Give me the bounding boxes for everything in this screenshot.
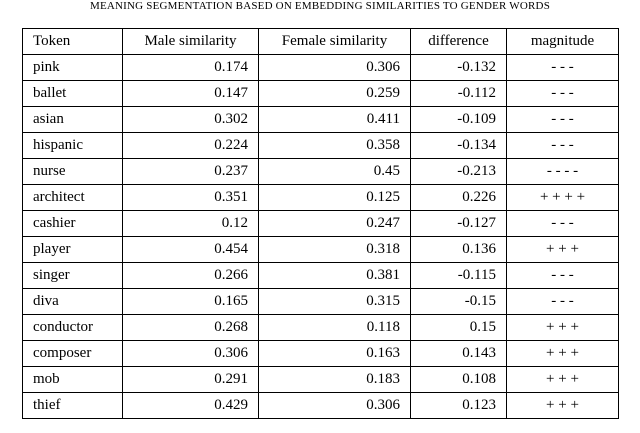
table-row: mob 0.291 0.183 0.108 + + + xyxy=(22,366,619,393)
table-cell: -0.132 xyxy=(410,54,507,81)
table-row: asian 0.302 0.411 -0.109- - - xyxy=(22,106,619,133)
table-cell: + + + xyxy=(506,340,619,367)
table-cell: -0.127 xyxy=(410,210,507,237)
table-cell: pink xyxy=(22,54,123,81)
table-cell: -0.112 xyxy=(410,80,507,107)
table: Token Male similarity Female similarity dif… xyxy=(22,28,619,419)
table-cell: 0.302 xyxy=(122,106,259,133)
table-cell: 0.123 xyxy=(410,392,507,419)
table-cell: 0.183 xyxy=(258,366,411,393)
table-cell: 0.315 xyxy=(258,288,411,315)
table-cell: 0.268 xyxy=(122,314,259,341)
table-cell: 0.429 xyxy=(122,392,259,419)
table-cell: asian xyxy=(22,106,123,133)
header-cell: Token xyxy=(22,28,123,55)
table-cell: - - - xyxy=(506,288,619,315)
table-cell: 0.358 xyxy=(258,132,411,159)
table-cell: 0.306 xyxy=(258,54,411,81)
table-cell: mob xyxy=(22,366,123,393)
table-cell: hispanic xyxy=(22,132,123,159)
table-cell: thief xyxy=(22,392,123,419)
table-cell: - - - xyxy=(506,106,619,133)
table-cell: - - - xyxy=(506,132,619,159)
table-cell: 0.291 xyxy=(122,366,259,393)
table-cell: 0.351 xyxy=(122,184,259,211)
table-row: pink 0.174 0.306 -0.132- - - xyxy=(22,54,619,81)
table-cell: nurse xyxy=(22,158,123,185)
table-cell: + + + xyxy=(506,366,619,393)
table-row: singer 0.266 0.381 -0.115- - - xyxy=(22,262,619,289)
table-body: pink 0.174 0.306 -0.132- - - ballet 0.147 0.25… xyxy=(22,54,619,419)
table-row: thief 0.429 0.306 0.123 + + + xyxy=(22,392,619,419)
table-row: ballet 0.147 0.259 -0.112- - - xyxy=(22,80,619,107)
table-cell: 0.259 xyxy=(258,80,411,107)
table-cell: 0.174 xyxy=(122,54,259,81)
table-cell: 0.15 xyxy=(410,314,507,341)
table-cell: -0.213 xyxy=(410,158,507,185)
table-row: player 0.454 0.318 0.136 + + + xyxy=(22,236,619,263)
table-cell: 0.125 xyxy=(258,184,411,211)
header-cell: Female similarity xyxy=(258,28,411,55)
table-cell: 0.163 xyxy=(258,340,411,367)
table-cell: 0.224 xyxy=(122,132,259,159)
header-cell: magnitude xyxy=(506,28,619,55)
table-cell: singer xyxy=(22,262,123,289)
table-cell: - - - xyxy=(506,54,619,81)
table-cell: player xyxy=(22,236,123,263)
table-cell: + + + xyxy=(506,392,619,419)
table-cell: 0.306 xyxy=(258,392,411,419)
table-cell: 0.108 xyxy=(410,366,507,393)
table-cell: 0.237 xyxy=(122,158,259,185)
table-cell: 0.165 xyxy=(122,288,259,315)
table-cell: + + + xyxy=(506,236,619,263)
table-cell: 0.306 xyxy=(122,340,259,367)
table-cell: 0.318 xyxy=(258,236,411,263)
table-row: conductor 0.268 0.118 0.15 + + + xyxy=(22,314,619,341)
table-cell: 0.454 xyxy=(122,236,259,263)
table-cell: 0.381 xyxy=(258,262,411,289)
header-row: Token Male similarity Female similarity dif… xyxy=(22,28,619,55)
table-cell: -0.15 xyxy=(410,288,507,315)
table-cell: - - - xyxy=(506,80,619,107)
table-cell: cashier xyxy=(22,210,123,237)
table-cell: 0.226 xyxy=(410,184,507,211)
table-row: hispanic 0.224 0.358 -0.134- - - xyxy=(22,132,619,159)
table-cell: - - - xyxy=(506,210,619,237)
caption: MEANING SEGMENTATION BASED ON EMBEDDING … xyxy=(89,0,551,12)
table-cell: + + + + xyxy=(506,184,619,211)
table-cell: architect xyxy=(22,184,123,211)
table-cell: 0.411 xyxy=(258,106,411,133)
table-cell: + + + xyxy=(506,314,619,341)
table-row: cashier 0.12 0.247 -0.127- - - xyxy=(22,210,619,237)
table-cell: conductor xyxy=(22,314,123,341)
table-row: architect 0.351 0.125 0.226 + + + + xyxy=(22,184,619,211)
table-cell: -0.134 xyxy=(410,132,507,159)
table-cell: -0.115 xyxy=(410,262,507,289)
table-cell: diva xyxy=(22,288,123,315)
table-cell: 0.118 xyxy=(258,314,411,341)
table-row: nurse 0.237 0.45 -0.213- - - - xyxy=(22,158,619,185)
table-cell: -0.109 xyxy=(410,106,507,133)
table-cell: 0.12 xyxy=(122,210,259,237)
table-cell: 0.136 xyxy=(410,236,507,263)
table-cell: 0.247 xyxy=(258,210,411,237)
table-cell: - - - - xyxy=(506,158,619,185)
table-row: diva 0.165 0.315 -0.15- - - xyxy=(22,288,619,315)
table-cell: 0.266 xyxy=(122,262,259,289)
table-cell: 0.143 xyxy=(410,340,507,367)
header-cell: Male similarity xyxy=(122,28,259,55)
table-cell: ballet xyxy=(22,80,123,107)
table-cell: 0.45 xyxy=(258,158,411,185)
table-cell: 0.147 xyxy=(122,80,259,107)
table-row: composer 0.306 0.163 0.143 + + + xyxy=(22,340,619,367)
table-cell: composer xyxy=(22,340,123,367)
header-cell: difference xyxy=(410,28,507,55)
table-cell: - - - xyxy=(506,262,619,289)
